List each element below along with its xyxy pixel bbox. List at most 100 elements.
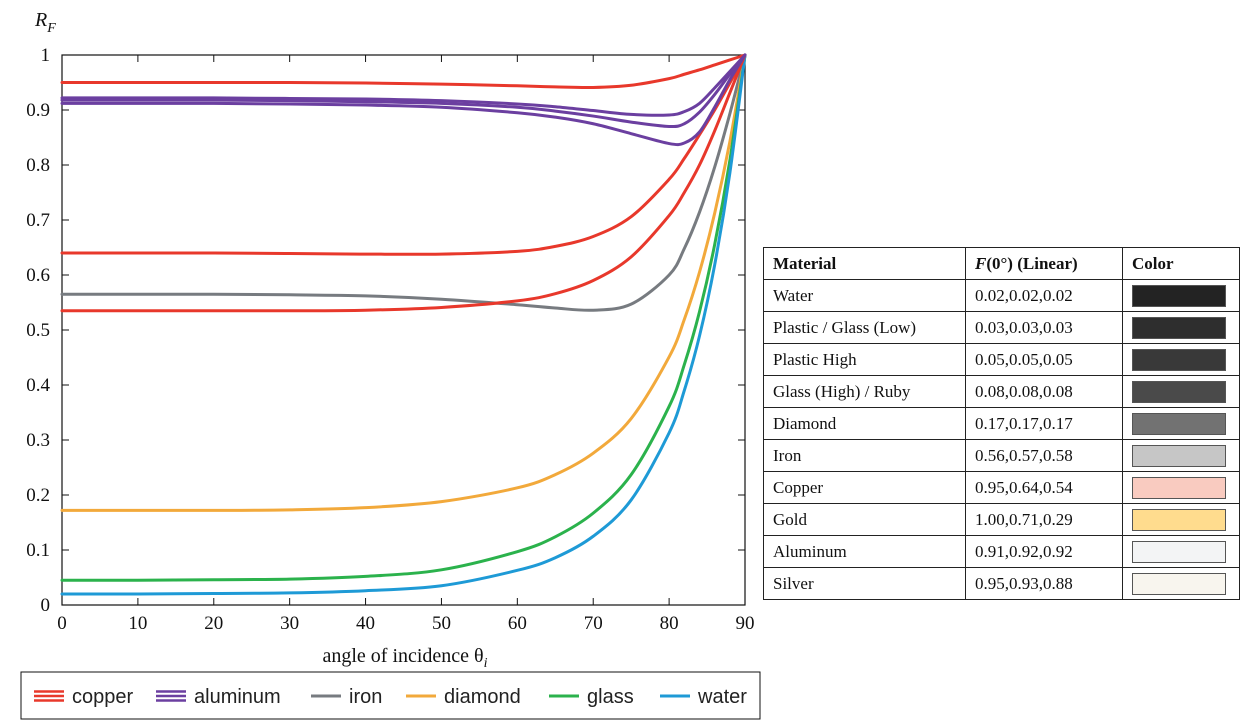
color-swatch (1132, 412, 1226, 435)
x-tick-label: 0 (57, 613, 67, 634)
color-swatch (1132, 508, 1226, 531)
y-tick-label: 0.6 (26, 265, 50, 286)
cell-color (1122, 535, 1240, 568)
fresnel-chart: 0 10 20 30 40 50 60 70 80 90 0 0.1 0.2 0.3 0.4 0.5 0.6 0.… (20, 9, 761, 720)
table-row: Plastic High 0.05,0.05,0.05 (763, 343, 1240, 376)
x-tick-label: 70 (584, 613, 603, 634)
cell-material: Glass (High) / Ruby (763, 375, 966, 408)
series-line-copper-blue (60, 53, 747, 313)
cell-color (1122, 279, 1240, 312)
y-tick-label: 0.1 (26, 540, 50, 561)
color-swatch (1132, 444, 1226, 467)
cell-color (1122, 407, 1240, 440)
cell-color (1122, 375, 1240, 408)
table-row: Glass (High) / Ruby 0.08,0.08,0.08 (763, 375, 1240, 408)
cell-color (1122, 471, 1240, 504)
cell-f0: 0.95,0.64,0.54 (965, 471, 1123, 504)
x-tick-label: 20 (204, 613, 223, 634)
legend-label-diamond: diamond (444, 686, 521, 708)
y-tick-label: 0.8 (26, 155, 50, 176)
y-tick-label: 1 (41, 45, 51, 66)
cell-f0: 0.08,0.08,0.08 (965, 375, 1123, 408)
y-tick-label: 0.5 (26, 320, 50, 341)
x-tick-label: 60 (508, 613, 527, 634)
header-f0-symbol: F (975, 253, 987, 273)
series-line-diamond (60, 53, 747, 512)
table-body: Water 0.02,0.02,0.02 Plastic / Glass (Low)… (763, 279, 1240, 600)
y-tick-label: 0.7 (26, 210, 50, 231)
header-material: Material (763, 247, 966, 280)
color-swatch (1132, 380, 1226, 403)
cell-material: Plastic High (763, 343, 966, 376)
cell-material: Copper (763, 471, 966, 504)
table-row: Aluminum 0.91,0.92,0.92 (763, 535, 1240, 568)
series-line-aluminum-red (60, 53, 747, 117)
chart-svg: 0 10 20 30 40 50 60 70 80 90 0 0.1 0.2 0.3 0.4 0.5 0.6 0.… (20, 9, 761, 720)
x-tick-label: 40 (356, 613, 375, 634)
table-row: Silver 0.95,0.93,0.88 (763, 567, 1240, 600)
fresnel-table: Material F(0°) (Linear) Color Water 0.02,… (763, 247, 1240, 600)
color-swatch (1132, 476, 1226, 499)
x-tick-label: 10 (128, 613, 147, 634)
x-axis-title-subscript: i (484, 656, 488, 671)
x-tick-label: 50 (432, 613, 451, 634)
cell-color (1122, 311, 1240, 344)
cell-f0: 1.00,0.71,0.29 (965, 503, 1123, 536)
cell-material: Silver (763, 567, 966, 600)
legend-box (20, 671, 761, 720)
table-row: Water 0.02,0.02,0.02 (763, 279, 1240, 312)
legend-label-glass: glass (587, 686, 634, 708)
table-row: Diamond 0.17,0.17,0.17 (763, 407, 1240, 440)
cell-f0: 0.05,0.05,0.05 (965, 343, 1123, 376)
color-swatch (1132, 540, 1226, 563)
table-row: Gold 1.00,0.71,0.29 (763, 503, 1240, 536)
x-axis-title-text: angle of incidence θ (322, 645, 483, 667)
table-row: Plastic / Glass (Low) 0.03,0.03,0.03 (763, 311, 1240, 344)
cell-material: Plastic / Glass (Low) (763, 311, 966, 344)
cell-color (1122, 567, 1240, 600)
x-tick-label: 30 (280, 613, 299, 634)
color-swatch (1132, 348, 1226, 371)
cell-material: Gold (763, 503, 966, 536)
cell-f0: 0.56,0.57,0.58 (965, 439, 1123, 472)
color-swatch (1132, 316, 1226, 339)
series-line-aluminum-green (60, 53, 747, 129)
cell-color (1122, 503, 1240, 536)
cell-material: Water (763, 279, 966, 312)
header-color: Color (1122, 247, 1240, 280)
legend-label-aluminum: aluminum (194, 686, 281, 708)
cell-f0: 0.03,0.03,0.03 (965, 311, 1123, 344)
series-line-copper-red (60, 53, 747, 90)
series-line-aluminum-blue (60, 53, 747, 147)
cell-material: Aluminum (763, 535, 966, 568)
x-tick-label: 80 (660, 613, 679, 634)
cell-material: Iron (763, 439, 966, 472)
y-axis-title-symbol: R (34, 9, 47, 31)
y-tick-label: 0.9 (26, 100, 50, 121)
cell-material: Diamond (763, 407, 966, 440)
table-header-row: Material F(0°) (Linear) Color (763, 247, 1240, 280)
cell-f0: 0.95,0.93,0.88 (965, 567, 1123, 600)
header-f0-linear: (Linear) (1017, 253, 1078, 273)
y-tick-label: 0.2 (26, 485, 50, 506)
series-line-water (60, 53, 747, 596)
legend: copper aluminum iron diamond glass water (20, 671, 761, 720)
legend-label-iron: iron (349, 686, 382, 708)
table-row: Iron 0.56,0.57,0.58 (763, 439, 1240, 472)
header-f0: F(0°) (Linear) (965, 247, 1123, 280)
color-swatch (1132, 572, 1226, 595)
legend-label-water: water (697, 686, 747, 708)
series-line-glass (60, 53, 747, 582)
cell-f0: 0.02,0.02,0.02 (965, 279, 1123, 312)
legend-label-copper: copper (72, 686, 133, 708)
y-tick-label: 0.4 (26, 375, 50, 396)
cell-f0: 0.17,0.17,0.17 (965, 407, 1123, 440)
series-line-iron (60, 53, 747, 312)
cell-f0: 0.91,0.92,0.92 (965, 535, 1123, 568)
header-f0-angle: (0°) (986, 253, 1013, 273)
cell-color (1122, 439, 1240, 472)
y-tick-label: 0.3 (26, 430, 50, 451)
color-swatch (1132, 284, 1226, 307)
y-axis-title-subscript: F (46, 21, 56, 36)
table-row: Copper 0.95,0.64,0.54 (763, 471, 1240, 504)
